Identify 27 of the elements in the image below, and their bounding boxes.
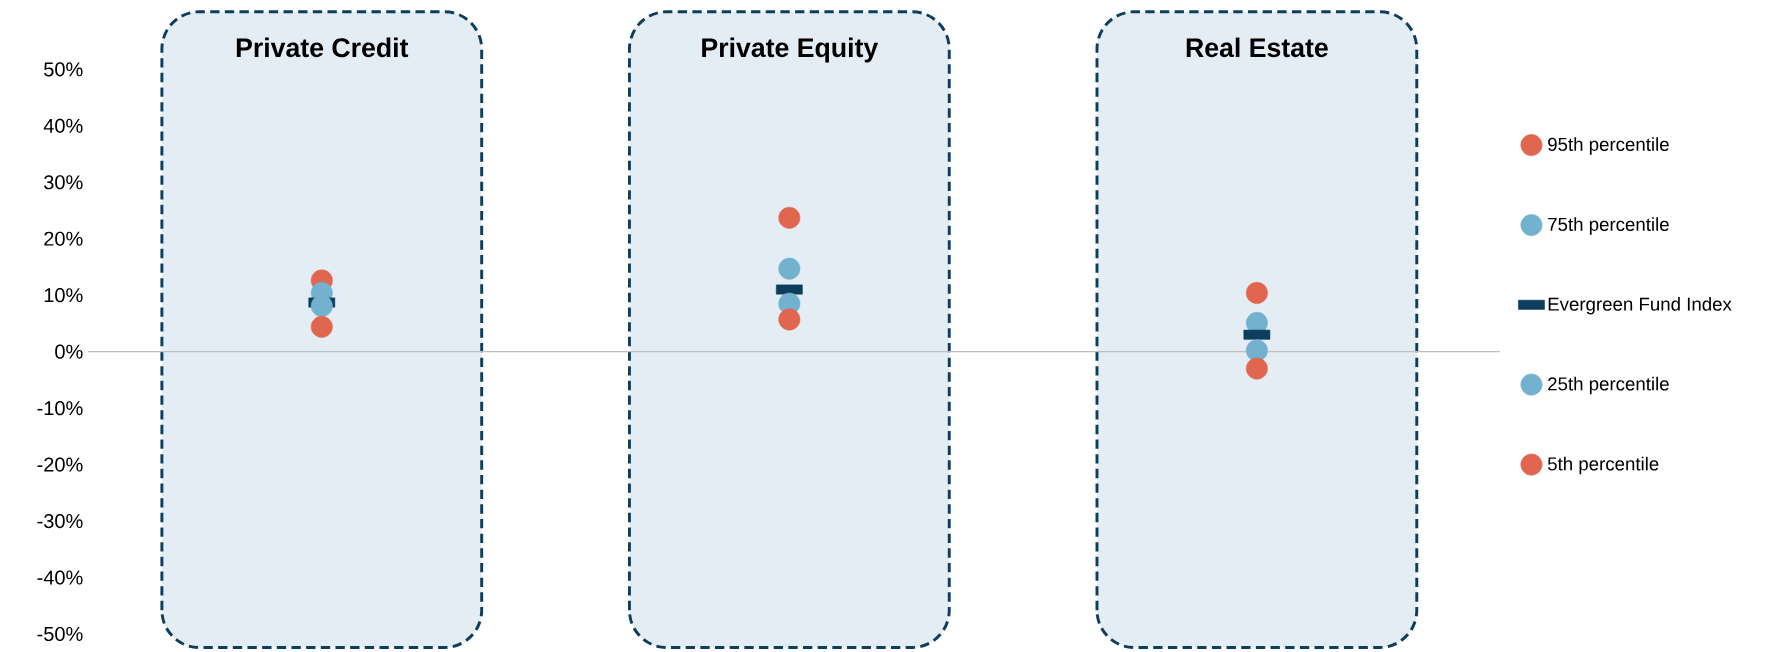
x-tick-label: Real Estate <box>1186 37 1328 58</box>
y-tick-label: 30% <box>44 175 83 190</box>
point <box>778 308 801 331</box>
point <box>1245 282 1268 304</box>
point <box>1245 357 1268 380</box>
legend-label: 25th percentile <box>1548 376 1669 395</box>
point <box>1245 339 1268 362</box>
y-tick-label: -30% <box>37 513 83 529</box>
legend-label: 75th percentile <box>1548 217 1669 235</box>
legend-label: 95th percentile <box>1548 137 1669 155</box>
y-tick-label: 10% <box>44 288 83 303</box>
point <box>310 294 333 317</box>
point <box>778 206 801 229</box>
point <box>310 315 333 338</box>
point <box>778 257 801 280</box>
y-tick-label: 0% <box>55 344 83 359</box>
y-tick-label: 40% <box>43 118 83 133</box>
y-tick-label: 50% <box>44 62 83 77</box>
legend-label: Evergreen Fund Index <box>1548 297 1732 315</box>
x-tick-label: Private Credit <box>236 37 409 58</box>
y-tick-label: -20% <box>37 457 83 472</box>
y-tick-label: 20% <box>44 231 83 246</box>
y-tick-label: -10% <box>37 401 83 416</box>
y-tick-label: -50% <box>37 626 83 642</box>
x-tick-label: Private Equity <box>702 37 879 63</box>
y-tick-label: -40% <box>37 570 83 585</box>
legend-label: 5th percentile <box>1547 456 1659 475</box>
